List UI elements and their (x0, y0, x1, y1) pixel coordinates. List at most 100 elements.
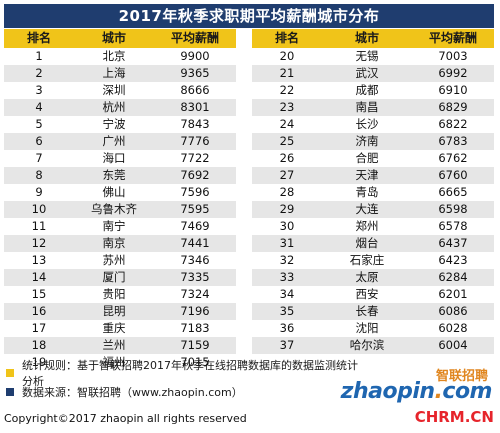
header-rank: 排名 (252, 29, 322, 48)
cell-salary: 9365 (154, 65, 236, 82)
cell-rank: 9 (4, 184, 74, 201)
cell-city: 兰州 (74, 337, 154, 354)
cell-rank: 27 (252, 167, 322, 184)
cell-salary: 7776 (154, 133, 236, 150)
column-gap (236, 201, 252, 218)
column-gap (236, 218, 252, 235)
note-rule: 统计规则：基于智联招聘2017年秋季在线招聘数据库的数据监测统计分析 (6, 359, 366, 388)
table-row: 16 昆明 7196 35 长春 6086 (4, 303, 494, 320)
table-row: 1 北京 9900 20 无锡 7003 (4, 48, 494, 65)
cell-city: 长春 (322, 303, 412, 320)
table-row: 4 杭州 8301 23 南昌 6829 (4, 99, 494, 116)
cell-salary: 7595 (154, 201, 236, 218)
header-city: 城市 (74, 29, 154, 48)
column-gap (236, 252, 252, 269)
logo-en-text: zhaopin.com (340, 379, 493, 404)
cell-salary: 6578 (412, 218, 494, 235)
column-gap (236, 167, 252, 184)
zhaopin-logo: 智联招聘 zhaopin.com (341, 363, 498, 411)
note-rule-text: 统计规则：基于智联招聘2017年秋季在线招聘数据库的数据监测统计分析 (22, 358, 358, 388)
cell-city: 长沙 (322, 116, 412, 133)
column-gap (236, 82, 252, 99)
logo-en-main: zhaopin (340, 379, 435, 404)
table-row: 18 兰州 7159 37 哈尔滨 6004 (4, 337, 494, 354)
copyright-text: Copyright©2017 zhaopin all rights reserv… (4, 412, 247, 425)
cell-rank: 16 (4, 303, 74, 320)
column-gap (236, 320, 252, 337)
cell-rank: 34 (252, 286, 322, 303)
chart-title: 2017年秋季求职期平均薪酬城市分布 (4, 4, 494, 28)
cell-rank: 24 (252, 116, 322, 133)
cell-rank: 12 (4, 235, 74, 252)
cell-salary: 7596 (154, 184, 236, 201)
cell-rank: 3 (4, 82, 74, 99)
cell-city: 厦门 (74, 269, 154, 286)
header-salary: 平均薪酬 (412, 29, 494, 48)
cell-city: 郑州 (322, 218, 412, 235)
table-row: 2 上海 9365 21 武汉 6992 (4, 65, 494, 82)
table-row: 3 深圳 8666 22 成都 6910 (4, 82, 494, 99)
cell-city: 无锡 (322, 48, 412, 65)
cell-rank (252, 354, 322, 371)
cell-city: 宁波 (74, 116, 154, 133)
logo-en-dot: . (434, 379, 443, 404)
cell-salary: 7843 (154, 116, 236, 133)
cell-salary: 7159 (154, 337, 236, 354)
cell-salary: 6028 (412, 320, 494, 337)
cell-rank: 10 (4, 201, 74, 218)
cell-salary: 6086 (412, 303, 494, 320)
cell-salary: 7346 (154, 252, 236, 269)
column-gap (236, 303, 252, 320)
salary-ranking-table: 排名 城市 平均薪酬 排名 城市 平均薪酬 1 北京 9900 20 无锡 7003 2 上海… (4, 29, 494, 371)
chrm-watermark: CHRM.CN (414, 408, 494, 426)
cell-city: 大连 (322, 201, 412, 218)
cell-rank: 33 (252, 269, 322, 286)
header-gap (236, 29, 252, 48)
table-row: 17 重庆 7183 36 沈阳 6028 (4, 320, 494, 337)
cell-salary: 9900 (154, 48, 236, 65)
cell-salary: 6665 (412, 184, 494, 201)
cell-rank: 29 (252, 201, 322, 218)
cell-rank: 13 (4, 252, 74, 269)
cell-city: 海口 (74, 150, 154, 167)
header-city: 城市 (322, 29, 412, 48)
cell-rank: 23 (252, 99, 322, 116)
cell-salary: 6829 (412, 99, 494, 116)
cell-city: 济南 (322, 133, 412, 150)
cell-salary: 7441 (154, 235, 236, 252)
cell-salary: 7722 (154, 150, 236, 167)
cell-salary: 7183 (154, 320, 236, 337)
header-salary: 平均薪酬 (154, 29, 236, 48)
cell-rank: 22 (252, 82, 322, 99)
table-row: 14 厦门 7335 33 太原 6284 (4, 269, 494, 286)
cell-salary: 6762 (412, 150, 494, 167)
table-row: 19 福州 7015 (4, 354, 494, 371)
cell-city: 重庆 (74, 320, 154, 337)
cell-rank: 25 (252, 133, 322, 150)
cell-salary: 7324 (154, 286, 236, 303)
table-row: 9 佛山 7596 28 青岛 6665 (4, 184, 494, 201)
cell-rank: 14 (4, 269, 74, 286)
column-gap (236, 48, 252, 65)
cell-salary: 6201 (412, 286, 494, 303)
cell-salary (412, 354, 494, 371)
cell-city: 南宁 (74, 218, 154, 235)
cell-rank: 15 (4, 286, 74, 303)
table-row: 7 海口 7722 26 合肥 6762 (4, 150, 494, 167)
table-row: 13 苏州 7346 32 石家庄 6423 (4, 252, 494, 269)
table-row: 11 南宁 7469 30 郑州 6578 (4, 218, 494, 235)
cell-rank: 36 (252, 320, 322, 337)
cell-rank: 17 (4, 320, 74, 337)
cell-city (322, 354, 412, 371)
cell-salary: 6822 (412, 116, 494, 133)
cell-city: 深圳 (74, 82, 154, 99)
column-gap (236, 99, 252, 116)
cell-rank: 35 (252, 303, 322, 320)
cell-city: 广州 (74, 133, 154, 150)
column-gap (236, 235, 252, 252)
logo-cn-text: 智联招聘 (435, 369, 488, 384)
cell-city: 昆明 (74, 303, 154, 320)
yellow-square-icon (6, 368, 14, 377)
cell-salary: 6910 (412, 82, 494, 99)
cell-city: 西安 (322, 286, 412, 303)
